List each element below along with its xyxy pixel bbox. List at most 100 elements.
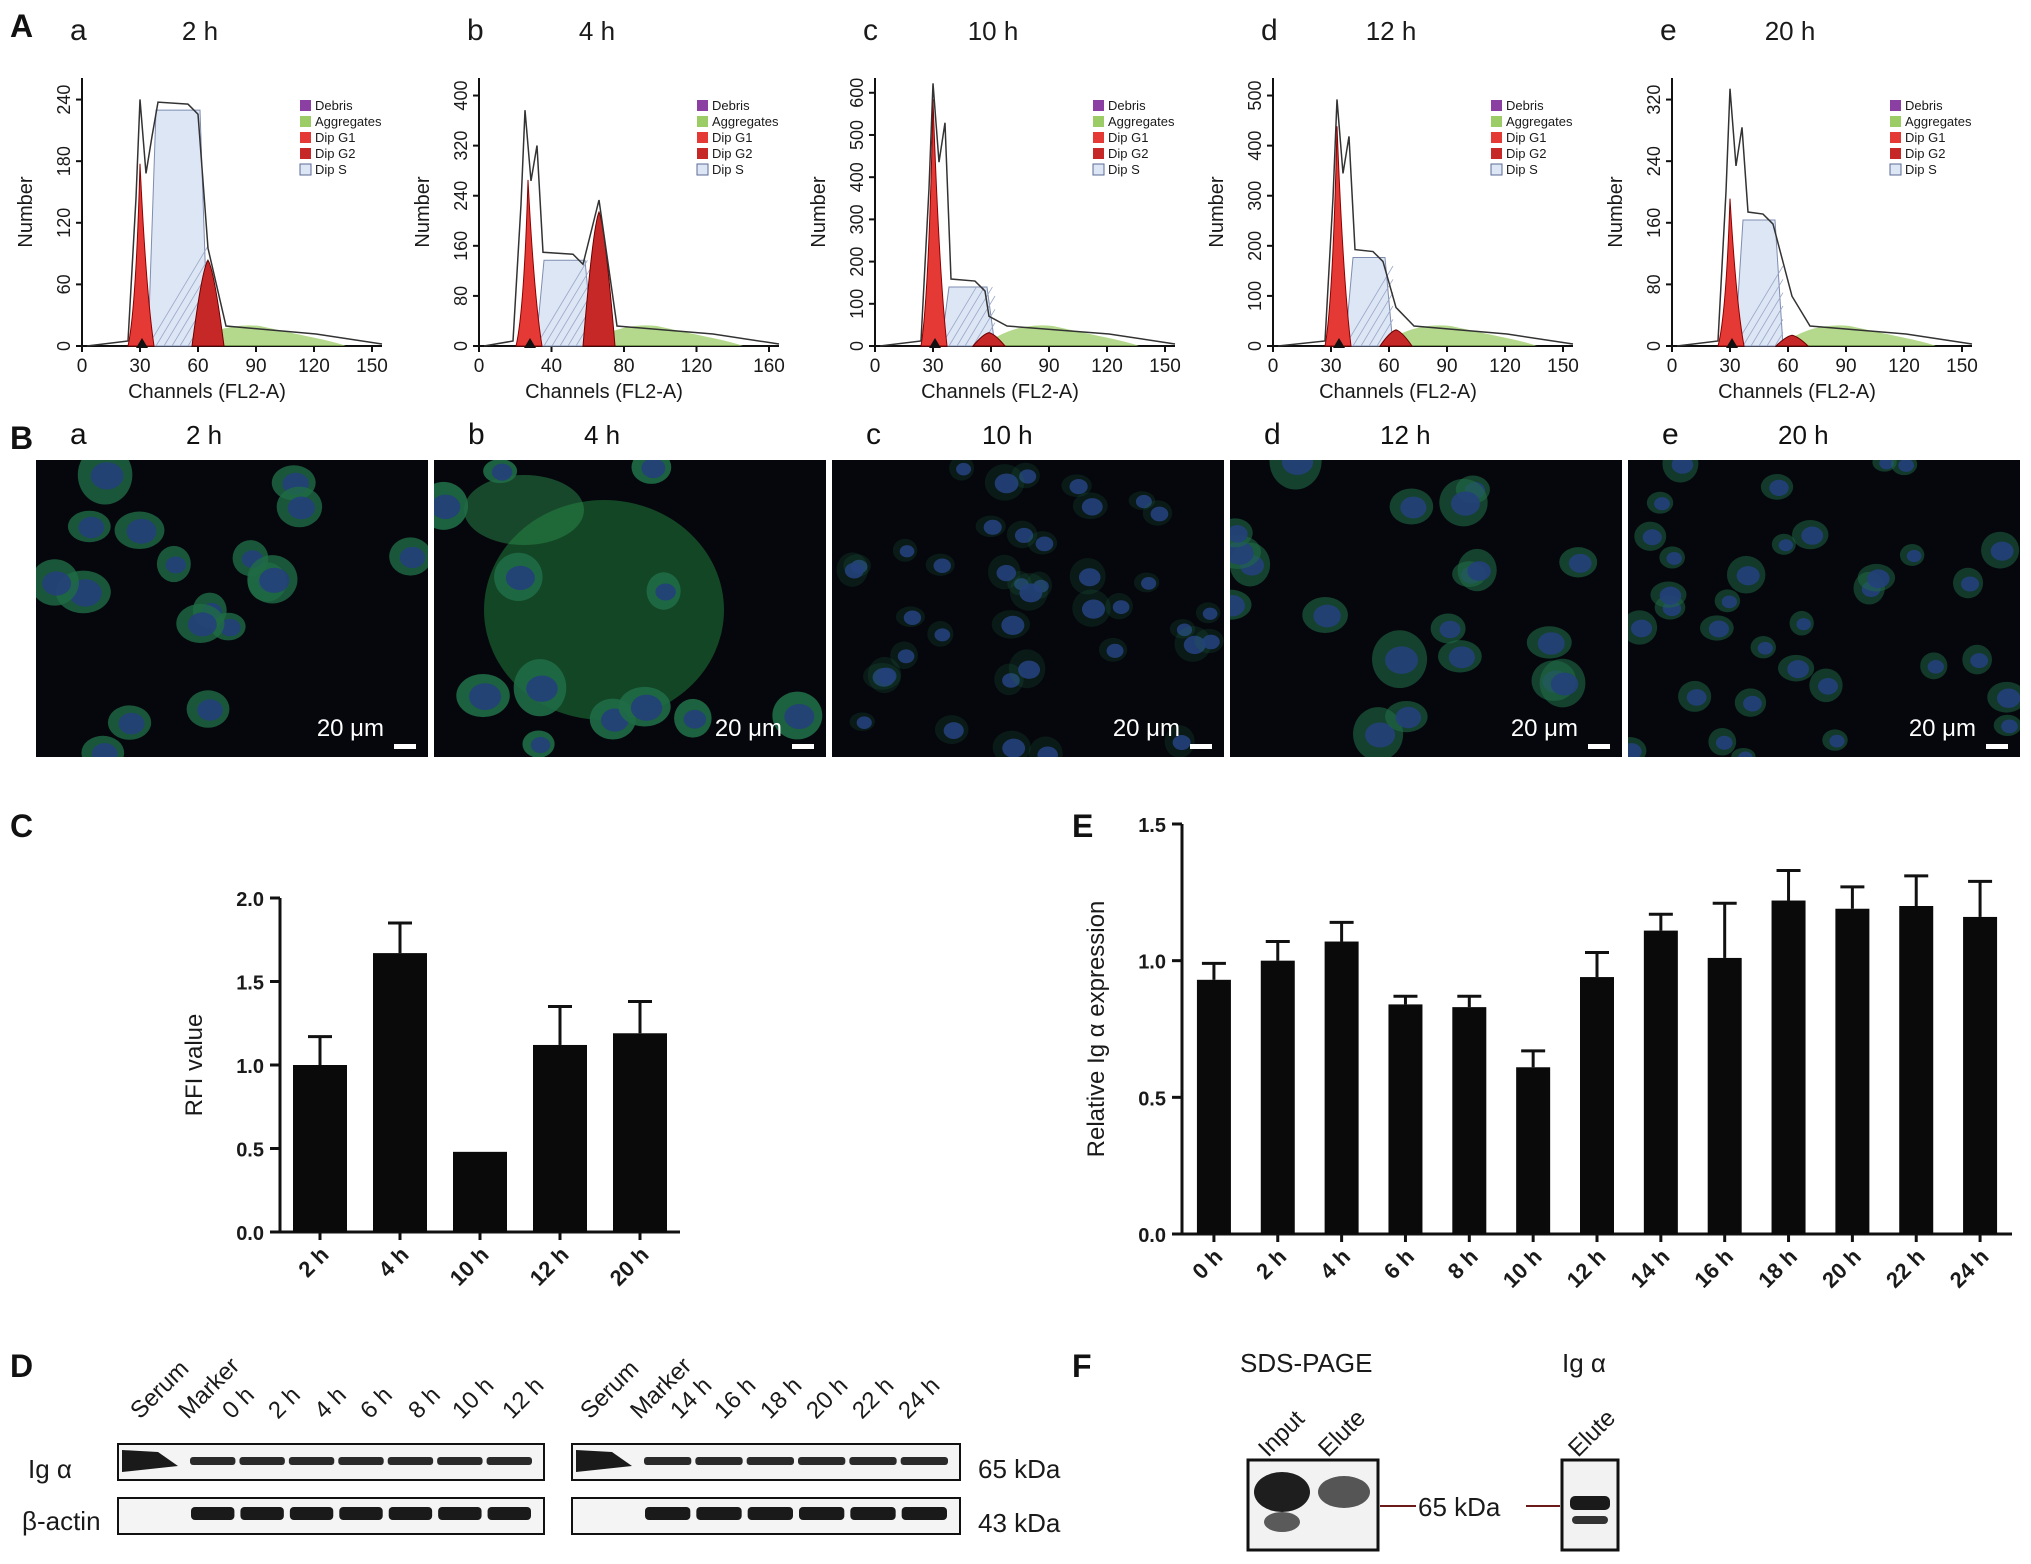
cell-nucleus: [1230, 525, 1248, 543]
legend-swatch: [1890, 148, 1901, 159]
input-smear: [1264, 1512, 1300, 1532]
s-phase-hatch: [147, 245, 209, 347]
x-tick-label: 2 h: [293, 1242, 333, 1282]
legend-entry: Debris: [315, 98, 353, 113]
cell-nucleus: [1736, 566, 1760, 586]
cell-nucleus: [1708, 620, 1729, 638]
x-tick-label: 60: [1777, 356, 1798, 377]
bar: [1580, 977, 1614, 1234]
x-tick-label: 120: [298, 356, 330, 377]
cell-nucleus: [1400, 496, 1427, 519]
cell-nucleus: [434, 494, 461, 520]
cell-nucleus: [1150, 506, 1169, 522]
legend-entry: Dip S: [1108, 162, 1140, 177]
cell-nucleus: [1112, 600, 1130, 615]
cell-nucleus: [1018, 660, 1041, 679]
g1-peak: [1717, 198, 1745, 347]
elute-band: [1318, 1476, 1370, 1508]
s-phase-hatch: [1376, 319, 1394, 347]
cell-nucleus: [42, 571, 72, 596]
bar: [613, 1033, 667, 1232]
cell-nucleus: [844, 562, 864, 579]
y-axis-label: Number: [808, 176, 830, 247]
x-tick-label: 150: [1946, 356, 1978, 377]
y-tick-label: 0: [1644, 341, 1664, 351]
x-tick-label: 6 h: [1379, 1244, 1419, 1284]
x-tick-label: 10 h: [445, 1242, 494, 1291]
cell-nucleus: [897, 649, 915, 664]
y-tick-label: 500: [1245, 81, 1265, 111]
ig-band: [387, 1457, 434, 1465]
actin-band: [850, 1507, 896, 1520]
actin-band: [487, 1507, 531, 1520]
y-axis-label: Number: [412, 176, 434, 247]
y-tick-label: 1.5: [236, 973, 264, 995]
row-label-ig: Ig α: [28, 1454, 72, 1484]
s-phase-hatch: [1344, 265, 1394, 347]
cell-nucleus: [1037, 746, 1058, 757]
bar: [1963, 916, 1998, 1234]
cell-nucleus: [1439, 620, 1461, 639]
bar: [1196, 979, 1231, 1234]
legend-entry: Dip S: [1905, 162, 1937, 177]
cell-nucleus: [1898, 460, 1914, 472]
x-tick-label: 90: [245, 356, 266, 377]
legend-swatch: [1491, 100, 1502, 111]
y-tick-label: 0.0: [236, 1223, 264, 1245]
micro-letter: d: [1264, 418, 1281, 451]
subplot-letter: e: [1660, 14, 1677, 47]
cell-nucleus: [983, 519, 1002, 535]
y-tick-label: 600: [847, 78, 867, 108]
x-tick-label: 150: [356, 356, 388, 377]
cell-nucleus: [876, 667, 897, 685]
x-tick-label: 24 h: [1945, 1244, 1994, 1293]
legend-entry: Dip S: [712, 162, 744, 177]
cell-nucleus: [1385, 646, 1419, 674]
histogram-d: d 12 h 0 100 200 300 400 500 0 30 60 90 120 150 Channe…: [1206, 14, 1579, 403]
x-tick-label: 20 h: [605, 1242, 654, 1291]
cell-nucleus: [118, 712, 145, 735]
legend-entry: Debris: [1506, 98, 1544, 113]
cell-nucleus: [126, 518, 157, 544]
legend-swatch: [697, 132, 708, 143]
legend-swatch: [1889, 163, 1902, 176]
micro-time: 2 h: [186, 420, 223, 450]
legend-swatch: [300, 132, 311, 143]
cell-nucleus: [1630, 619, 1653, 638]
scale-bar-label: 20 μm: [1112, 715, 1180, 742]
micrograph-a: 20 μm: [36, 460, 428, 757]
y-tick-label: 2.0: [236, 889, 264, 911]
cell-nucleus: [399, 546, 426, 569]
s-phase-hatch: [940, 286, 977, 347]
cell-nucleus: [1628, 743, 1642, 757]
aggregates-area: [1381, 325, 1537, 346]
panel-label-a: A: [10, 8, 34, 44]
y-tick-label: 1.0: [236, 1056, 264, 1078]
cell-nucleus: [1671, 460, 1694, 474]
raw-trace: [483, 110, 780, 347]
legend-swatch: [1092, 163, 1105, 176]
legend-entry: Debris: [712, 98, 750, 113]
marker-triangle: [136, 338, 148, 348]
cell-nucleus: [197, 699, 223, 721]
histogram-a: a 2 h 0 60 120 180 240 0 30 60 90 120 150 Channels (F…: [15, 14, 388, 403]
cell-nucleus: [91, 743, 118, 757]
marker-triangle: [1333, 338, 1345, 348]
legend-swatch: [697, 116, 708, 127]
cell-nucleus: [1135, 494, 1152, 509]
micro-letter: c: [866, 418, 881, 451]
cell-nucleus: [1829, 734, 1845, 748]
legend-swatch: [1491, 148, 1502, 159]
ig-band-main: [1570, 1496, 1610, 1510]
legend-entry: Dip G2: [315, 146, 355, 161]
cell-nucleus: [1313, 604, 1341, 628]
raw-trace: [86, 99, 383, 347]
cell-nucleus: [1961, 576, 1980, 592]
cell-nucleus: [1817, 677, 1838, 695]
legend-entry: Aggregates: [1905, 114, 1972, 129]
actin-band: [799, 1507, 845, 1520]
ig-band: [338, 1457, 384, 1465]
cell-nucleus: [1787, 660, 1809, 679]
g1-peak: [127, 163, 155, 347]
x-tick-label: 120: [681, 356, 713, 377]
